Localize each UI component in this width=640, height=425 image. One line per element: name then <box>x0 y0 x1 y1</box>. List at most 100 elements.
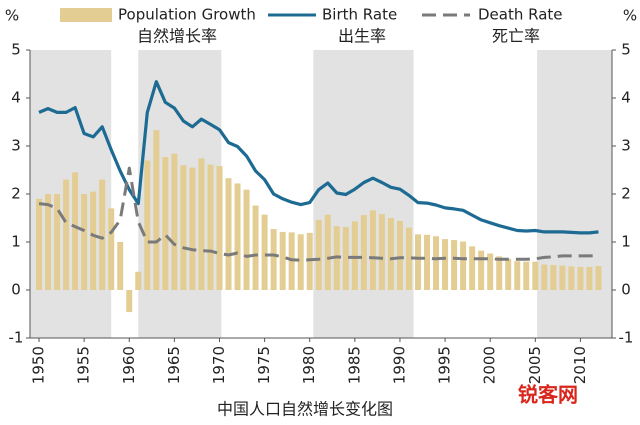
shade-layer <box>30 50 612 338</box>
y-tick-label: 0 <box>11 281 21 299</box>
y-tick-label: 3 <box>11 137 21 155</box>
bar <box>451 240 458 290</box>
bar <box>63 179 70 290</box>
bar <box>369 210 376 290</box>
legend-label-cn: 出生率 <box>338 27 386 46</box>
bar <box>324 214 331 290</box>
y-tick-label: 1 <box>11 233 21 251</box>
bar <box>90 191 97 290</box>
bar <box>135 271 142 290</box>
legend-label: Population Growth <box>118 6 256 24</box>
dashed-line <box>38 166 599 262</box>
x-tick-label: 2005 <box>526 346 544 384</box>
bar <box>514 261 521 290</box>
legend-label-cn: 死亡率 <box>492 27 540 46</box>
bar <box>469 246 476 290</box>
x-tick-label: 1980 <box>300 346 318 384</box>
bar <box>72 172 79 290</box>
bar <box>252 205 259 290</box>
bar <box>478 250 485 290</box>
y2-tick-label: 4 <box>621 89 631 107</box>
caption: 中国人口自然增长变化图 <box>217 400 393 419</box>
bar <box>378 214 385 290</box>
x-tick-label: 1995 <box>436 346 454 384</box>
bar <box>532 261 539 290</box>
x-tick-label: 1950 <box>30 346 48 384</box>
y2-tick-label: -1 <box>619 329 634 347</box>
y2-tick-label: 5 <box>621 41 631 59</box>
bar <box>306 232 313 290</box>
bar <box>523 261 530 290</box>
bar <box>180 165 187 290</box>
bar <box>550 265 557 290</box>
bar <box>270 229 277 290</box>
x-tick-label: 2010 <box>571 346 589 384</box>
y2-tick-label: 3 <box>621 137 631 155</box>
bar <box>225 178 232 290</box>
bar <box>595 266 602 290</box>
y2-tick-label: 0 <box>621 281 631 299</box>
bar <box>198 158 205 290</box>
bar <box>189 167 196 290</box>
x-tick-label: 1965 <box>165 346 183 384</box>
bar <box>144 160 151 290</box>
y2-axis-unit: % <box>623 7 637 25</box>
bar <box>387 218 394 290</box>
y-axis-unit: % <box>5 7 19 25</box>
y2-tick-label: 2 <box>621 185 631 203</box>
watermark: 锐客网 <box>518 383 578 407</box>
plot-layer <box>36 80 602 313</box>
bar <box>126 290 133 313</box>
bar <box>171 153 178 290</box>
bar <box>577 266 584 290</box>
bar <box>243 189 250 290</box>
bar <box>487 253 494 290</box>
bar <box>207 164 214 290</box>
bar <box>297 234 304 290</box>
bar <box>415 234 421 290</box>
x-tick-label: 1960 <box>120 346 138 384</box>
bar <box>342 227 349 290</box>
bar <box>442 239 449 290</box>
bar <box>559 265 566 290</box>
bar <box>117 242 124 290</box>
bar <box>54 194 61 290</box>
bar <box>360 215 367 290</box>
y-tick-label: 5 <box>11 41 21 59</box>
bar <box>424 234 431 290</box>
bar <box>36 198 43 290</box>
legend-label: Birth Rate <box>322 6 397 24</box>
x-tick-label: 1990 <box>390 346 408 384</box>
x-tick-label: 1985 <box>345 346 363 384</box>
bar <box>162 157 169 290</box>
y-tick-label: -1 <box>9 329 24 347</box>
bar <box>496 256 503 290</box>
shaded-period <box>30 50 112 338</box>
bar <box>153 130 160 290</box>
bar <box>586 266 593 290</box>
bar <box>234 183 241 290</box>
x-tick-label: 2000 <box>481 346 499 384</box>
legend-label: Death Rate <box>478 6 563 24</box>
bar <box>216 166 223 290</box>
bar <box>405 227 412 290</box>
x-tick-label: 1975 <box>255 346 273 384</box>
x-tick-label: 1955 <box>75 346 93 384</box>
bar <box>108 208 115 290</box>
y-tick-label: 4 <box>11 89 21 107</box>
x-tick-label: 1970 <box>210 346 228 384</box>
bar <box>45 194 52 290</box>
y2-tick-label: 1 <box>621 233 631 251</box>
y-tick-label: 2 <box>11 185 21 203</box>
bar <box>279 231 286 290</box>
bar <box>505 258 512 290</box>
legend-label-cn: 自然增长率 <box>137 27 217 46</box>
bar <box>460 241 467 290</box>
bar <box>568 266 575 290</box>
bar <box>261 214 268 290</box>
shaded-period <box>313 50 414 338</box>
bar <box>351 221 358 290</box>
bar <box>315 219 322 290</box>
legend-swatch <box>60 8 112 22</box>
